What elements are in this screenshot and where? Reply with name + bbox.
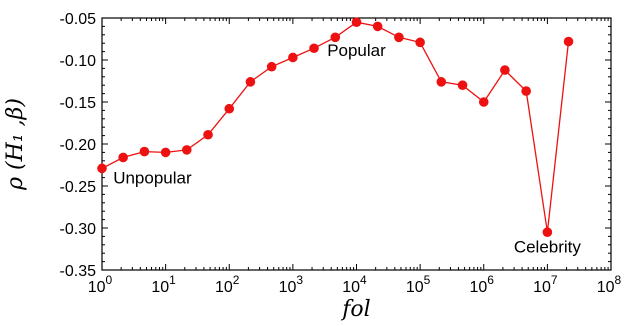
y-tick-label: -0.25 [60,179,97,196]
data-point [330,32,341,43]
data-point [139,146,150,157]
x-tick-label: 101 [151,273,176,296]
x-tick-label: 104 [342,273,367,296]
data-point [97,163,107,174]
data-point [457,80,468,90]
data-point [288,52,298,63]
data-point [521,86,531,96]
data-point [372,21,383,32]
data-point [309,43,319,54]
plot-area [97,17,574,237]
data-point [478,97,489,107]
data-point [415,37,425,48]
data-point [160,147,171,158]
x-tick-label: 107 [533,273,558,296]
y-tick-label: -0.20 [60,137,97,154]
data-point [500,65,510,75]
y-axis-title: ρ (H₁ ,β) [3,98,28,191]
y-tick-label: -0.15 [60,95,97,112]
x-tick-label: 103 [279,273,304,296]
data-point [351,17,362,28]
data-point [542,227,553,237]
data-point [245,77,256,87]
data-point [224,103,235,114]
y-tick-label: -0.10 [60,53,97,70]
x-axis-title: fol [340,297,370,322]
annotation-label: Celebrity [514,237,582,256]
x-tick-label: 102 [215,273,240,296]
x-tick-label: 108 [597,273,622,296]
annotation-label: Popular [327,41,386,60]
y-tick-label: -0.35 [60,263,97,280]
data-point [181,145,192,155]
data-point [563,36,574,47]
data-point [266,61,277,72]
data-point [203,129,213,140]
y-tick-label: -0.30 [60,221,97,238]
annotation-label: Unpopular [113,169,192,188]
x-tick-label: 105 [406,273,431,296]
data-point [436,77,447,87]
data-point [394,32,404,43]
data-point [118,152,128,163]
x-tick-label: 106 [470,273,495,296]
y-tick-label: -0.05 [60,11,97,28]
